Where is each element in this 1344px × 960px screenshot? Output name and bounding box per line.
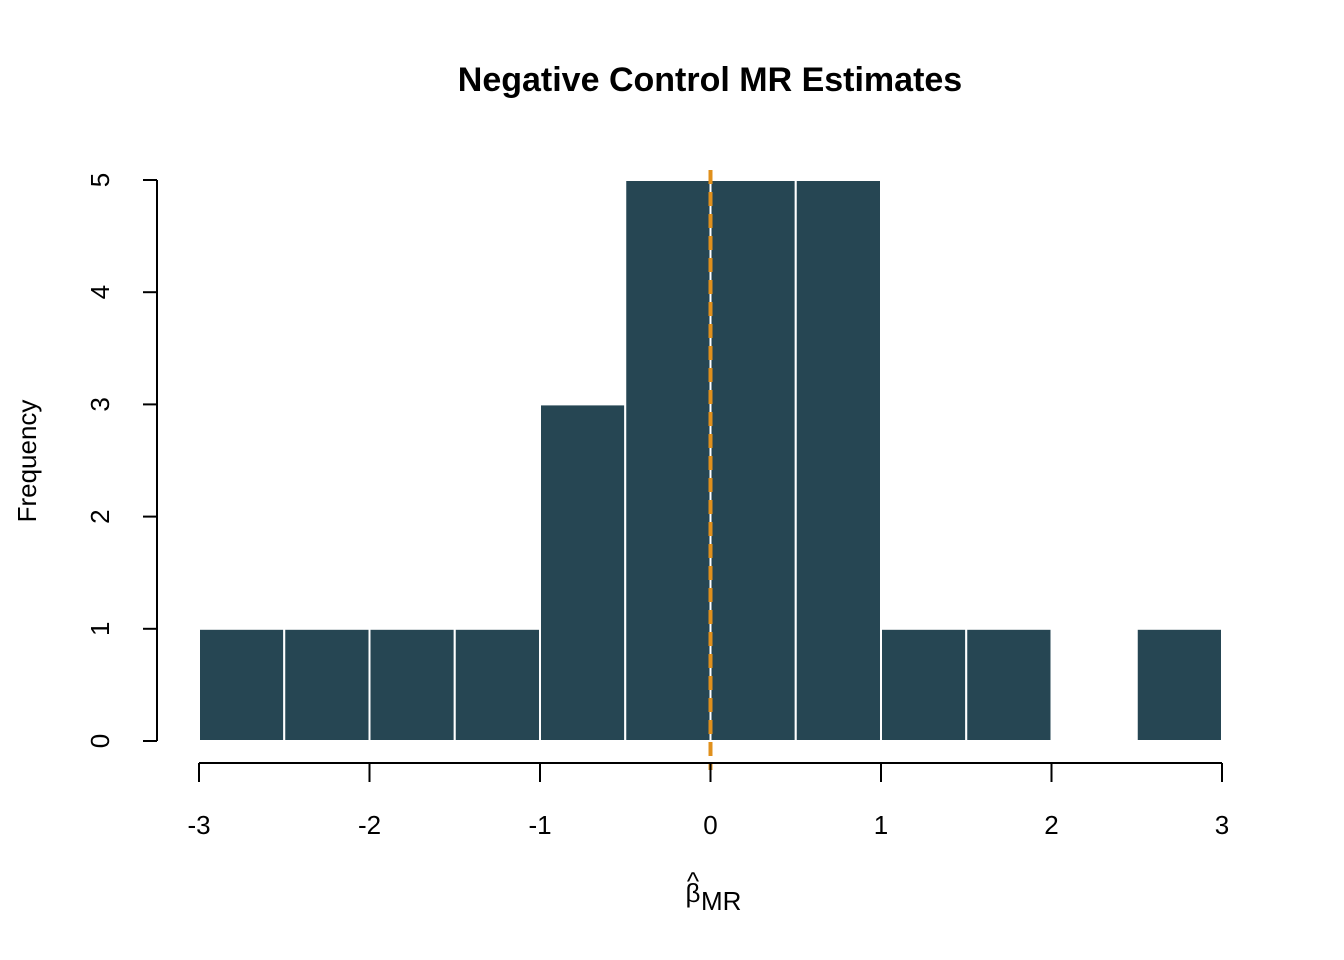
histogram-bar xyxy=(965,627,1053,742)
x-tick-label: 0 xyxy=(703,810,717,840)
y-tick-label: 4 xyxy=(85,285,115,299)
x-axis: -3 -2 -1 0 1 2 3 xyxy=(187,762,1229,840)
histogram-bar xyxy=(198,627,286,742)
x-axis-label-subscript: MR xyxy=(701,886,741,916)
histogram-bar xyxy=(709,179,797,742)
histogram-bar xyxy=(880,627,968,742)
histogram-bar xyxy=(1135,627,1223,742)
x-axis-label: ^ β MR xyxy=(686,866,742,916)
y-tick-label: 1 xyxy=(85,622,115,636)
x-tick-label: 1 xyxy=(874,810,888,840)
histogram-bar xyxy=(453,627,541,742)
histogram-bar xyxy=(283,627,371,742)
y-tick-label: 5 xyxy=(85,173,115,187)
x-tick-label: 3 xyxy=(1215,810,1229,840)
x-tick-label: -3 xyxy=(187,810,210,840)
x-axis-label-symbol: β xyxy=(686,878,701,908)
histogram-bar xyxy=(794,179,882,742)
x-tick-label: 2 xyxy=(1044,810,1058,840)
y-tick-label: 2 xyxy=(85,509,115,523)
x-tick-label: -2 xyxy=(358,810,381,840)
y-axis: 0 1 2 3 4 5 xyxy=(85,173,158,748)
y-axis-label: Frequency xyxy=(12,400,42,523)
x-tick-label: -1 xyxy=(528,810,551,840)
histogram-bar xyxy=(539,403,627,742)
chart-title: Negative Control MR Estimates xyxy=(458,61,962,99)
histogram-bar xyxy=(368,627,456,742)
histogram-bar xyxy=(624,179,712,742)
y-tick-label: 3 xyxy=(85,397,115,411)
x-axis-label-hat: ^ xyxy=(687,866,700,896)
y-tick-label: 0 xyxy=(85,734,115,748)
histogram-bars xyxy=(198,179,1223,742)
